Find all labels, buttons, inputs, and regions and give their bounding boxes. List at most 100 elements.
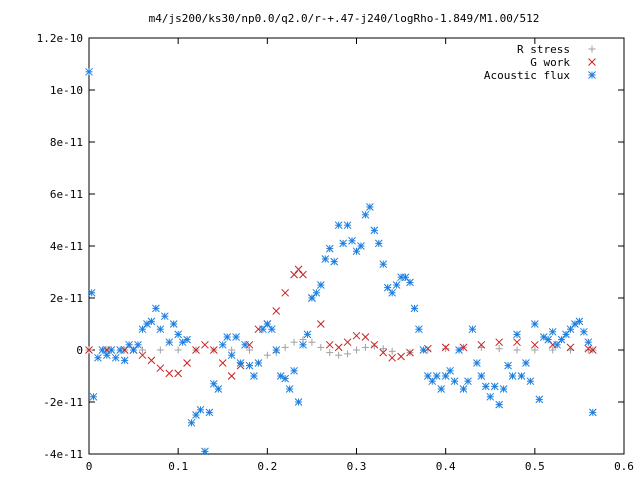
- data-point: [102, 351, 111, 360]
- data-point: [138, 351, 147, 360]
- data-point: [263, 351, 271, 359]
- data-point: [85, 67, 93, 76]
- data-point: [588, 346, 597, 354]
- data-point: [468, 325, 477, 334]
- data-point: [548, 327, 557, 336]
- data-point: [321, 255, 330, 263]
- data-point: [232, 333, 240, 341]
- data-point: [432, 372, 441, 380]
- data-point: [192, 411, 200, 419]
- data-point: [245, 361, 254, 370]
- plot-frame: [88, 37, 625, 455]
- data-point: [218, 340, 227, 349]
- data-point: [343, 221, 352, 230]
- data-point: [330, 257, 339, 266]
- data-point: [272, 346, 281, 354]
- data-point: [290, 270, 298, 279]
- data-point: [156, 346, 164, 354]
- x-tick-label: 0.6: [614, 460, 634, 473]
- y-tick-label: 8e-11: [50, 136, 83, 149]
- data-point: [147, 317, 156, 326]
- data-point: [308, 338, 316, 346]
- data-point: [566, 325, 575, 334]
- data-point: [259, 325, 267, 334]
- chart-title: m4/js200/ks30/np0.0/q2.0/r-+.47-j240/log…: [149, 12, 540, 25]
- data-point: [160, 312, 169, 321]
- data-point: [174, 369, 183, 378]
- data-point: [535, 395, 544, 404]
- data-point: [374, 239, 383, 248]
- data-point: [437, 385, 446, 393]
- data-point: [441, 343, 450, 352]
- data-point: [263, 320, 272, 328]
- data-point: [464, 377, 472, 386]
- y-tick-label: 0: [76, 344, 83, 357]
- data-point: [553, 340, 561, 349]
- data-point: [522, 359, 530, 367]
- data-point: [227, 372, 236, 380]
- data-point: [201, 340, 209, 349]
- data-point: [419, 346, 428, 354]
- data-point: [294, 265, 303, 274]
- legend-label: R stress: [517, 43, 570, 56]
- data-point: [477, 340, 486, 349]
- y-tick-label: 2e-11: [50, 292, 83, 305]
- data-point: [335, 351, 343, 359]
- data-point: [107, 346, 116, 354]
- legend-marker: [588, 45, 596, 53]
- data-point: [209, 379, 218, 388]
- data-point: [317, 343, 325, 351]
- data-point: [98, 346, 107, 354]
- data-point: [156, 364, 165, 373]
- series-acoustic-flux: [85, 67, 597, 456]
- y-tick-label: 4e-11: [50, 240, 83, 253]
- data-point: [325, 244, 334, 253]
- data-point: [530, 340, 539, 349]
- data-point: [174, 346, 182, 354]
- data-point: [196, 405, 205, 414]
- data-point: [272, 307, 281, 315]
- data-point: [152, 304, 160, 313]
- data-point: [138, 325, 147, 334]
- data-point: [508, 372, 517, 380]
- data-point: [526, 377, 535, 386]
- data-point: [353, 346, 360, 354]
- data-point: [290, 338, 298, 346]
- data-point: [361, 333, 370, 341]
- data-point: [531, 346, 539, 354]
- data-point: [281, 374, 290, 383]
- data-point: [388, 353, 397, 362]
- x-tick-label: 0.4: [436, 460, 456, 473]
- data-point: [209, 346, 218, 354]
- axes: -4e-11 -2e-11 0 2e-11 4e-11 6e-11 8e-11 1e-10 1.…: [37, 32, 634, 473]
- data-point: [490, 382, 499, 391]
- data-point: [477, 372, 486, 380]
- data-point: [352, 247, 361, 256]
- data-point: [192, 346, 200, 354]
- data-point: [513, 346, 521, 354]
- data-point: [183, 359, 191, 367]
- data-point: [89, 392, 98, 401]
- data-point: [370, 340, 379, 349]
- data-point: [441, 372, 450, 380]
- data-point: [588, 408, 597, 417]
- data-point: [423, 372, 432, 380]
- x-tick-label: 0: [86, 460, 93, 473]
- data-point: [442, 345, 450, 353]
- data-point: [446, 366, 454, 375]
- data-point: [450, 377, 459, 386]
- data-point: [379, 260, 388, 269]
- data-point: [344, 350, 352, 358]
- data-point: [495, 400, 504, 409]
- y-tick-label: 1.2e-10: [37, 32, 83, 45]
- data-point: [530, 320, 539, 328]
- data-point: [223, 333, 232, 341]
- data-point: [504, 361, 512, 370]
- data-point: [147, 356, 156, 365]
- data-point: [361, 343, 369, 351]
- data-point: [339, 239, 347, 248]
- data-point: [218, 359, 227, 367]
- data-point: [303, 330, 312, 339]
- data-point: [299, 340, 307, 349]
